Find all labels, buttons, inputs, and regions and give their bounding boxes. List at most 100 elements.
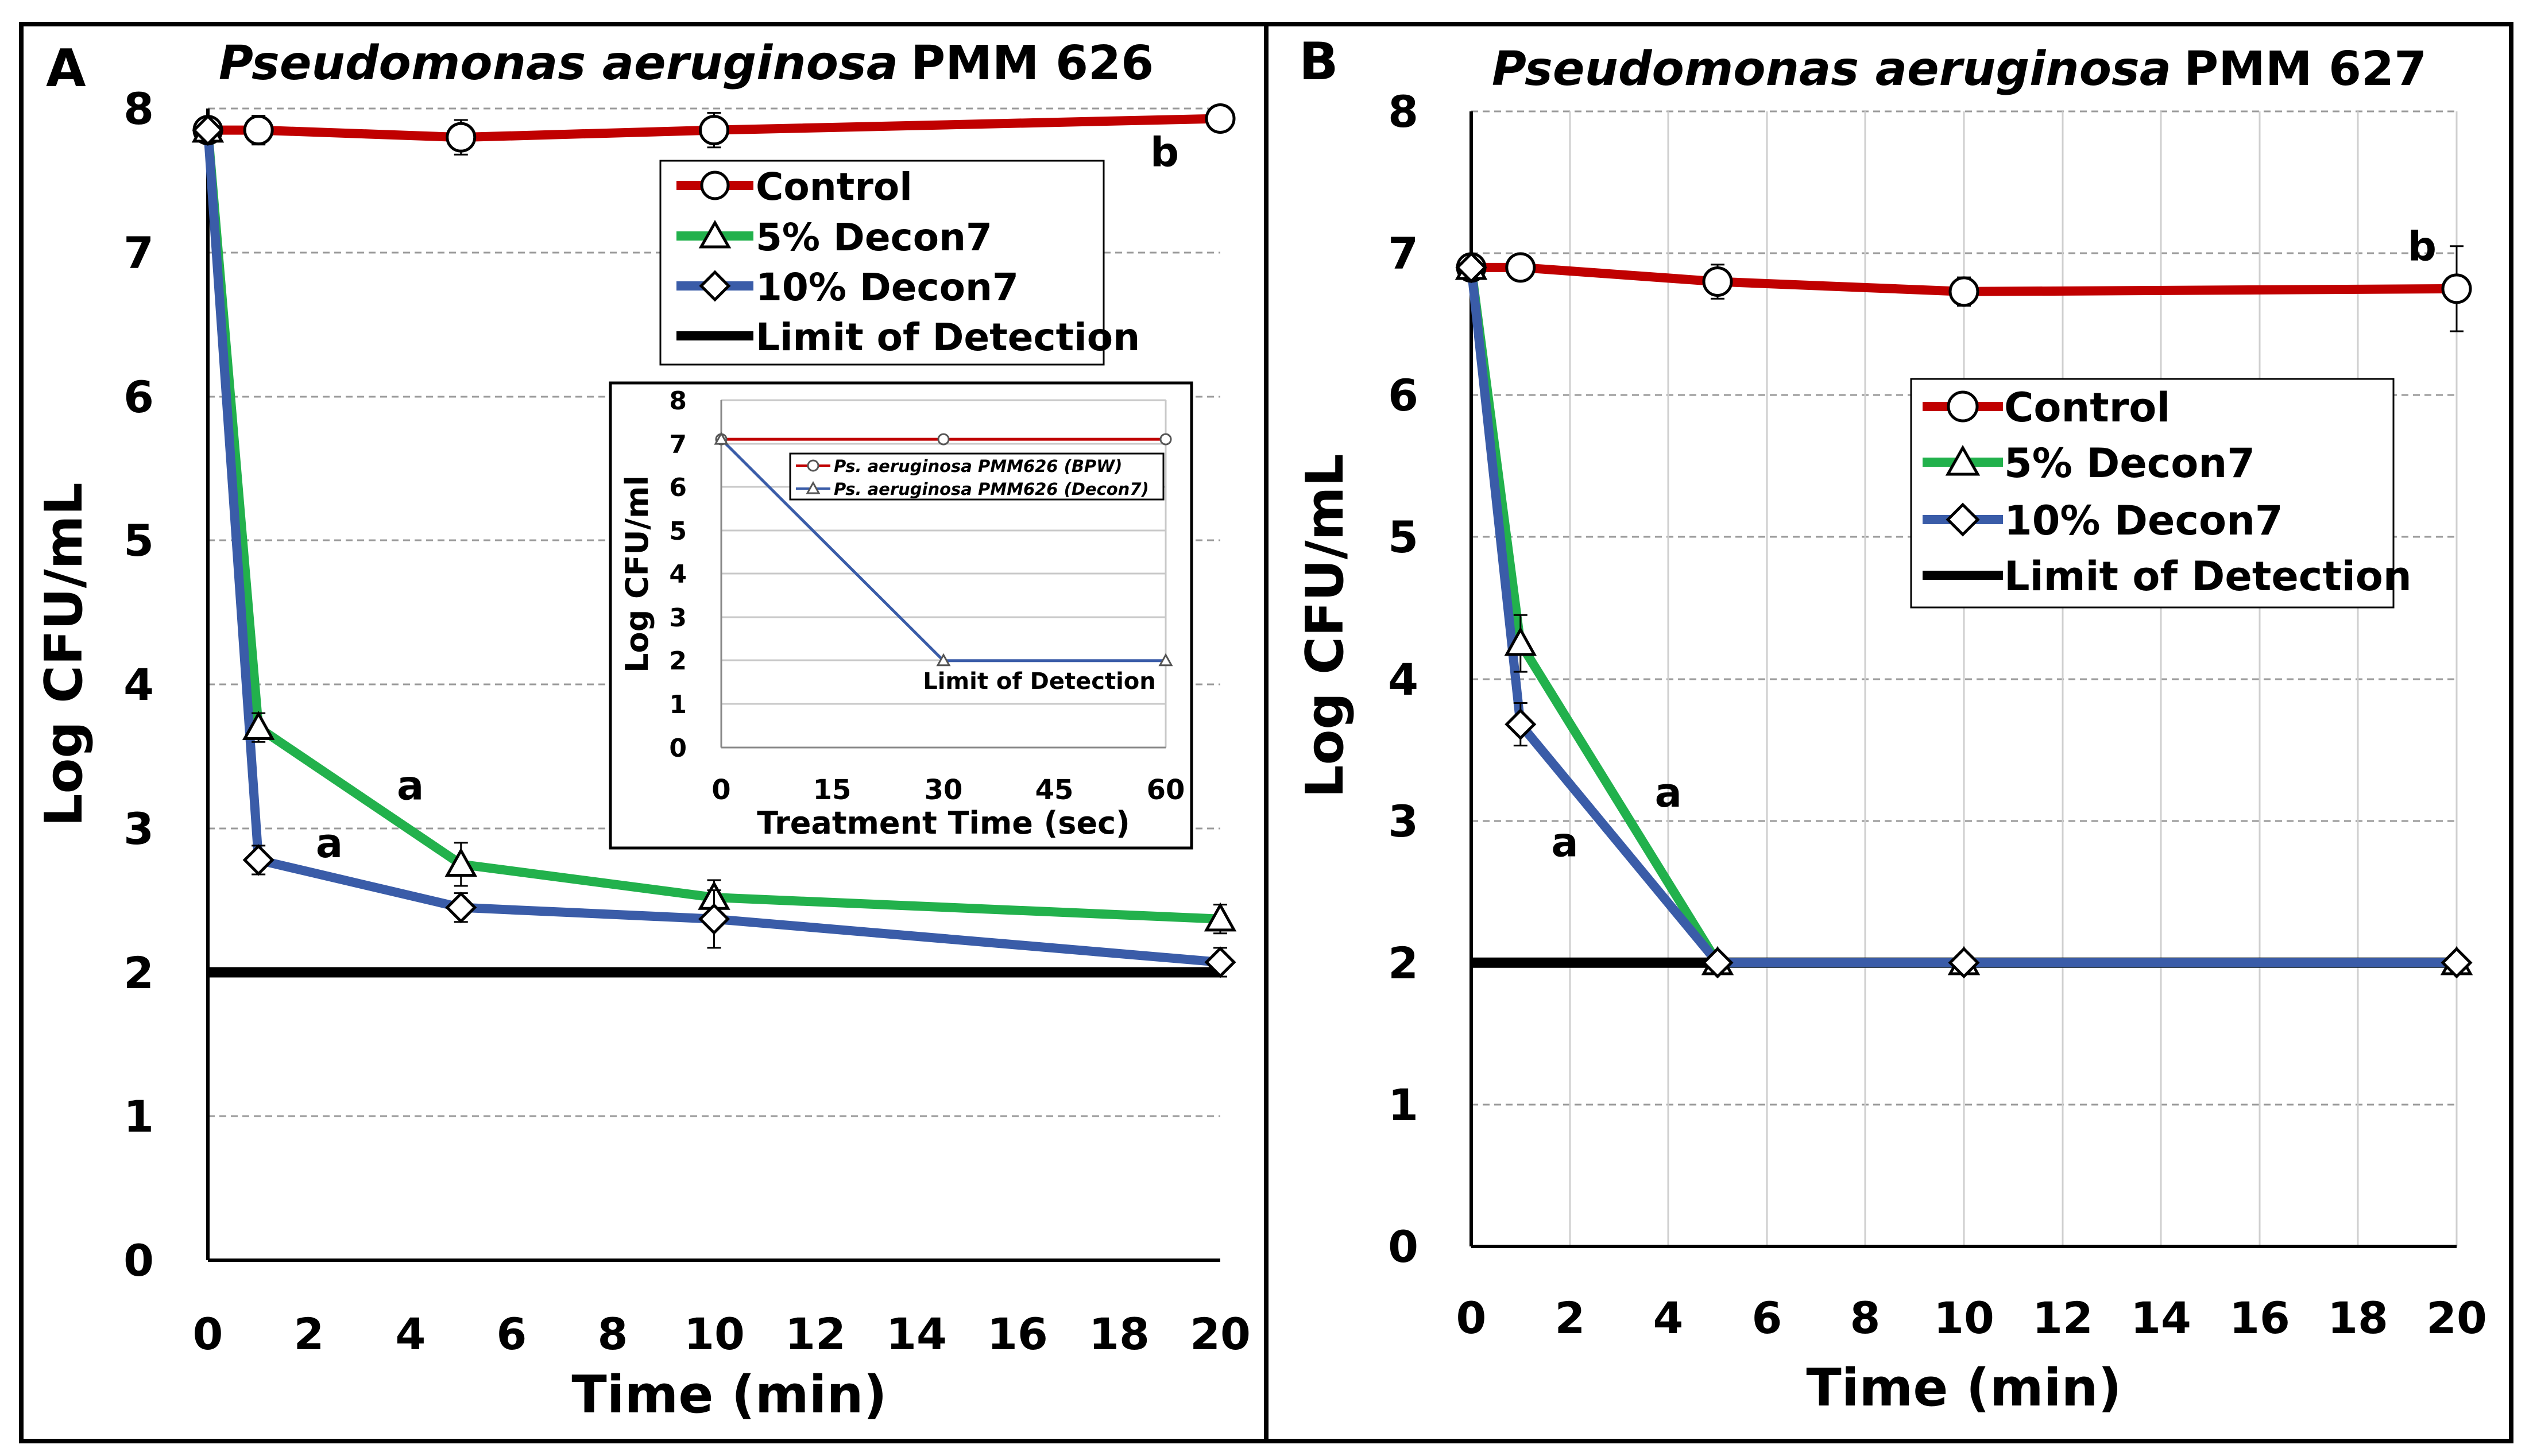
panel-a-inset-legend-decon7-marker [806, 481, 821, 494]
panel-b-legend-item-decon5: 5% Decon7 [1923, 440, 2255, 487]
panel-b-x-ticks: 0 2 4 6 8 10 12 14 16 18 20 [1456, 1292, 2487, 1343]
panel-a-legend-item-decon5: 5% Decon7 [676, 215, 992, 260]
panel-a-ytick-2: 2 [123, 947, 154, 998]
panel-b-xtick-12: 12 [2032, 1292, 2093, 1343]
panel-a-inset-decon7-point-60 [1158, 653, 1173, 667]
panel-a-control-point-10 [699, 115, 729, 146]
panel-a-inset-lod-note: Limit of Detection [923, 668, 1156, 695]
panel-a-xtick-14: 14 [886, 1308, 947, 1360]
panel-a-ytick-1: 1 [123, 1091, 154, 1142]
panel-b-ytick-6: 6 [1388, 370, 1418, 421]
panel-a-inset-legend: Ps. aeruginosa PMM626 (BPW) Ps. aerugino… [789, 452, 1165, 501]
panel-a-decon10-point-20 [1204, 946, 1236, 978]
panel-b-ytick-1: 1 [1388, 1079, 1418, 1130]
panel-a-control-point-5 [446, 122, 477, 153]
panel-a-legend-box [659, 160, 1105, 366]
panel-a-legend-item-decon10: 10% Decon7 [676, 265, 1019, 309]
panel-a-xtick-10: 10 [684, 1308, 745, 1360]
panel-b-decon5-point-1 [1504, 626, 1537, 656]
panel-b-frame [1264, 22, 2513, 1443]
panel-b-xtick-4: 4 [1653, 1292, 1684, 1343]
panel-a-legend-item-lod: Limit of Detection [676, 315, 1140, 359]
panel-b-title: Pseudomonas aeruginosa PMM 627 [1492, 42, 2427, 96]
panel-b-ytick-0: 0 [1388, 1221, 1418, 1272]
panel-b-legend-lod-label: Limit of Detection [2004, 553, 2412, 600]
panel-a-inset-xtick-0: 0 [711, 774, 730, 806]
panel-a-annotation-a-10pct: a [316, 820, 343, 867]
panel-b-xtick-6: 6 [1752, 1292, 1782, 1343]
panel-a-inset-legend-bpw-label: Ps. aeruginosa PMM626 (BPW) [834, 456, 1122, 476]
panel-b-decon10-point-1 [1505, 708, 1537, 741]
panel-b-xtick-20: 20 [2426, 1292, 2487, 1343]
panel-b-control-point-20 [2441, 273, 2472, 304]
panel-b-control-point-5 [1702, 266, 1733, 297]
panel-a-inset-y-ticks: 0 1 2 3 4 5 6 7 8 [669, 386, 687, 763]
panel-b-xtick-8: 8 [1850, 1292, 1881, 1343]
panel-a-decon5-point-20 [1204, 902, 1237, 932]
panel-b-annotation-b-control: b [2408, 223, 2437, 270]
panel-a-legend-control-marker [700, 171, 730, 200]
panel-b-legend-control-label: Control [2004, 384, 2170, 431]
panel-a-control-point-1 [243, 115, 274, 146]
panel-b-xtick-0: 0 [1456, 1292, 1487, 1343]
panel-a-inset-ytick-3: 3 [669, 603, 687, 633]
panel-a-decon5-point-5 [444, 847, 477, 877]
panel-a-inset-x-axis-label: Treatment Time (sec) [757, 805, 1130, 841]
panel-a-xtick-8: 8 [598, 1308, 628, 1360]
panel-a-decon10-point-0 [192, 114, 224, 146]
panel-b-legend-decon5-label: 5% Decon7 [2004, 440, 2255, 487]
panel-b-xtick-18: 18 [2327, 1292, 2388, 1343]
panel-a-legend-decon5-label: 5% Decon7 [756, 215, 992, 260]
panel-b-label: B [1299, 32, 1339, 92]
panel-b-xtick-2: 2 [1555, 1292, 1585, 1343]
panel-a-inset-decon7-point-30 [936, 653, 951, 667]
panel-a-markers [191, 103, 1237, 978]
panel-a-label: A [46, 38, 86, 99]
panel-a-ytick-5: 5 [123, 515, 154, 566]
panel-b-decon10-point-5 [1701, 947, 1734, 979]
panel-a-inset-bpw-point-30 [937, 433, 950, 446]
panel-a-annotation-b-control: b [1150, 129, 1179, 176]
panel-a-inset-ytick-7: 7 [669, 430, 687, 459]
panel-b-y-axis-label: Log CFU/mL [1295, 454, 1355, 798]
panel-b-legend-control-marker [1947, 390, 1979, 423]
panel-b-legend-decon10-marker [1946, 502, 1980, 537]
panel-a-annotations: a a b [316, 129, 1179, 867]
panel-a-legend-lod-label: Limit of Detection [756, 315, 1140, 359]
panel-b-decon10-point-0 [1455, 251, 1487, 284]
panel-a-annotation-a-5pct: a [397, 762, 424, 810]
panel-b-control-point-10 [1948, 276, 1979, 307]
panel-b-ytick-5: 5 [1388, 512, 1418, 563]
panel-b-annotation-a-10pct: a [1551, 819, 1578, 866]
panel-a-xtick-4: 4 [396, 1308, 426, 1360]
panel-b-annotations: a a b [1551, 223, 2437, 866]
panel-b-xtick-16: 16 [2229, 1292, 2290, 1343]
panel-b-decon10-point-20 [2441, 947, 2473, 979]
panel-a-decon5-point-1 [242, 711, 275, 740]
panel-b-ytick-3: 3 [1388, 796, 1418, 847]
panel-b-x-axis-label: Time (min) [1806, 1358, 2121, 1418]
panel-a-inset-markers [714, 431, 1173, 667]
panel-a-inset-ytick-8: 8 [669, 386, 687, 416]
panel-a-decon10-point-1 [242, 844, 274, 876]
panel-b-legend: Control 5% Decon7 10% Decon7 Limit of De… [1910, 378, 2412, 609]
panel-b-title-strain: PMM 627 [2184, 42, 2427, 96]
panel-a-legend-decon10-label: 10% Decon7 [756, 265, 1019, 309]
panel-b-control-point-1 [1505, 252, 1536, 283]
panel-a-title: Pseudomonas aeruginosa PMM 626 [219, 36, 1154, 91]
panel-a-inset-ytick-5: 5 [669, 517, 687, 546]
panel-b-ytick-2: 2 [1388, 938, 1418, 989]
panel-a-title-strain: PMM 626 [911, 36, 1154, 91]
panel-b-xtick-14: 14 [2130, 1292, 2191, 1343]
panel-a-inset-y-axis-label: Log CFU/ml [619, 475, 655, 673]
panel-a-xtick-2: 2 [294, 1308, 324, 1360]
panel-a-ytick-8: 8 [123, 83, 154, 134]
panel-a-xtick-6: 6 [497, 1308, 527, 1360]
panel-a-inset-ytick-6: 6 [669, 473, 687, 502]
panel-a-inset-xtick-15: 15 [813, 774, 852, 806]
panel-b-legend-item-lod: Limit of Detection [1923, 553, 2412, 600]
panel-a-inset: 0 1 2 3 4 5 6 7 8 0 15 30 45 60 Treatmen… [609, 381, 1193, 850]
panel-a-inset-bpw-point-60 [1159, 433, 1172, 446]
panel-a-inset-xtick-45: 45 [1035, 774, 1074, 806]
